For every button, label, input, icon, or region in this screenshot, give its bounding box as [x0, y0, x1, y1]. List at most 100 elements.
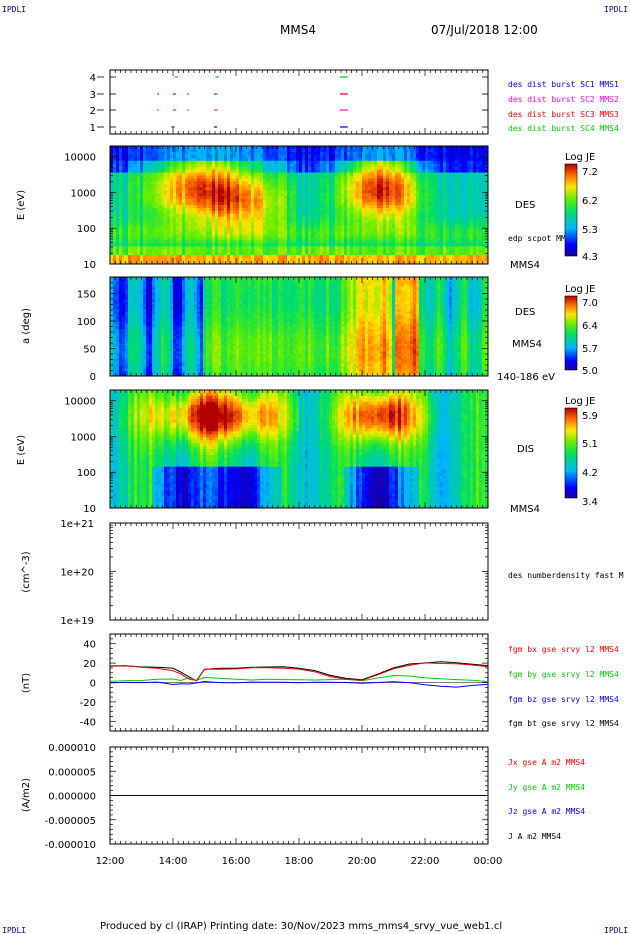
- spectrogram-cell: [317, 151, 321, 156]
- spectrogram-cell: [194, 216, 198, 221]
- spectrogram-cell: [455, 178, 459, 182]
- spectrogram-cell: [197, 157, 201, 162]
- spectrogram-cell: [278, 240, 282, 244]
- spectrogram-cell: [266, 148, 270, 153]
- spectrogram-cell: [131, 210, 135, 215]
- spectrogram-cell: [356, 160, 360, 165]
- spectrogram-cell: [353, 252, 357, 256]
- spectrogram-cell: [440, 151, 444, 156]
- spectrogram-cell: [392, 228, 396, 232]
- spectrogram-cell: [269, 190, 273, 194]
- spectrogram-cell: [146, 196, 150, 200]
- spectrogram-cell: [437, 207, 441, 212]
- spectrogram-cell: [155, 219, 159, 224]
- spectrogram-cell: [449, 196, 453, 200]
- spectrogram-cell: [296, 163, 300, 168]
- spectrogram-cell: [473, 207, 477, 212]
- spectrogram-cell: [257, 225, 261, 229]
- spectrogram-cell: [308, 199, 312, 203]
- spectrogram-cell: [281, 207, 285, 212]
- spectrogram-cell: [260, 252, 264, 256]
- spectrogram-cell: [233, 190, 237, 194]
- spectrogram-cell: [446, 157, 450, 162]
- spectrogram-cell: [212, 222, 216, 227]
- spectrogram-cell: [422, 237, 426, 241]
- spectrogram-cell: [416, 234, 420, 238]
- spectrogram-cell: [278, 190, 282, 194]
- spectrogram-cell: [272, 154, 276, 159]
- spectrogram-cell: [167, 172, 171, 176]
- spectrogram-cell: [362, 255, 366, 259]
- spectrogram-cell: [284, 166, 288, 170]
- spectrogram-cell: [479, 184, 483, 188]
- spectrogram-cell: [215, 237, 219, 241]
- spectrogram-cell: [230, 172, 234, 176]
- spectrogram-cell: [392, 246, 396, 250]
- spectrogram-cell: [254, 249, 258, 253]
- spectrogram-cell: [437, 178, 441, 182]
- spectrogram-cell: [377, 261, 381, 265]
- spectrogram-cell: [473, 261, 477, 265]
- spectrogram-cell: [329, 172, 333, 176]
- spectrogram-cell: [356, 222, 360, 227]
- spectrogram-cell: [131, 146, 135, 150]
- spectrogram-cell: [440, 228, 444, 232]
- spectrogram-cell: [137, 219, 141, 224]
- spectrogram-cell: [281, 157, 285, 162]
- spectrogram-cell: [368, 228, 372, 232]
- spectrogram-cell: [296, 202, 300, 206]
- spectrogram-cell: [350, 154, 354, 159]
- spectrogram-cell: [464, 231, 468, 235]
- spectrogram-cell: [245, 234, 249, 238]
- spectrogram-cell: [341, 228, 345, 232]
- spectrogram-cell: [431, 187, 435, 191]
- spectrogram-cell: [476, 246, 480, 250]
- spectrogram-cell: [167, 210, 171, 215]
- spectrogram-cell: [113, 181, 117, 185]
- spectrogram-cell: [155, 202, 159, 206]
- spectrogram-cell: [281, 213, 285, 218]
- spectrogram-cell: [140, 184, 144, 188]
- spectrogram-cell: [443, 146, 447, 150]
- spectrogram-cell: [335, 154, 339, 159]
- spectrogram-cell: [146, 154, 150, 159]
- spectrogram-cell: [119, 207, 123, 212]
- spectrogram-cell: [239, 207, 243, 212]
- spectrogram-cell: [476, 252, 480, 256]
- spectrogram-cell: [137, 151, 141, 156]
- spectrogram-cell: [161, 225, 165, 229]
- spectrogram-cell: [140, 252, 144, 256]
- spectrogram-cell: [260, 154, 264, 159]
- spectrogram-cell: [248, 249, 252, 253]
- spectrogram-cell: [350, 255, 354, 259]
- spectrogram-cell: [329, 175, 333, 179]
- spectrogram-cell: [440, 240, 444, 244]
- spectrogram-cell: [242, 175, 246, 179]
- spectrogram-cell: [326, 252, 330, 256]
- spectrogram-cell: [251, 160, 255, 165]
- spectrogram-cell: [296, 160, 300, 165]
- spectrogram-cell: [329, 213, 333, 218]
- spectrogram-cell: [374, 163, 378, 168]
- spectrogram-cell: [224, 163, 228, 168]
- spectrogram-cell: [317, 187, 321, 191]
- spectrogram-cell: [476, 157, 480, 162]
- spectrogram-cell: [122, 243, 126, 247]
- spectrogram-cell: [140, 243, 144, 247]
- spectrogram-cell: [386, 154, 390, 159]
- spectrogram-cell: [323, 169, 327, 173]
- spectrogram-cell: [416, 225, 420, 229]
- spectrogram-cell: [344, 184, 348, 188]
- spectrogram-cell: [110, 261, 114, 265]
- spectrogram-cell: [188, 181, 192, 185]
- spectrogram-cell: [167, 205, 171, 209]
- spectrogram-cell: [245, 184, 249, 188]
- spectrogram-cell: [269, 258, 273, 262]
- spectrogram-cell: [140, 178, 144, 182]
- spectrogram-cell: [329, 193, 333, 197]
- spectrogram-cell: [236, 196, 240, 200]
- spectrogram-cell: [311, 213, 315, 218]
- spectrogram-cell: [467, 210, 471, 215]
- spectrogram-cell: [209, 151, 213, 156]
- spectrogram-cell: [242, 163, 246, 168]
